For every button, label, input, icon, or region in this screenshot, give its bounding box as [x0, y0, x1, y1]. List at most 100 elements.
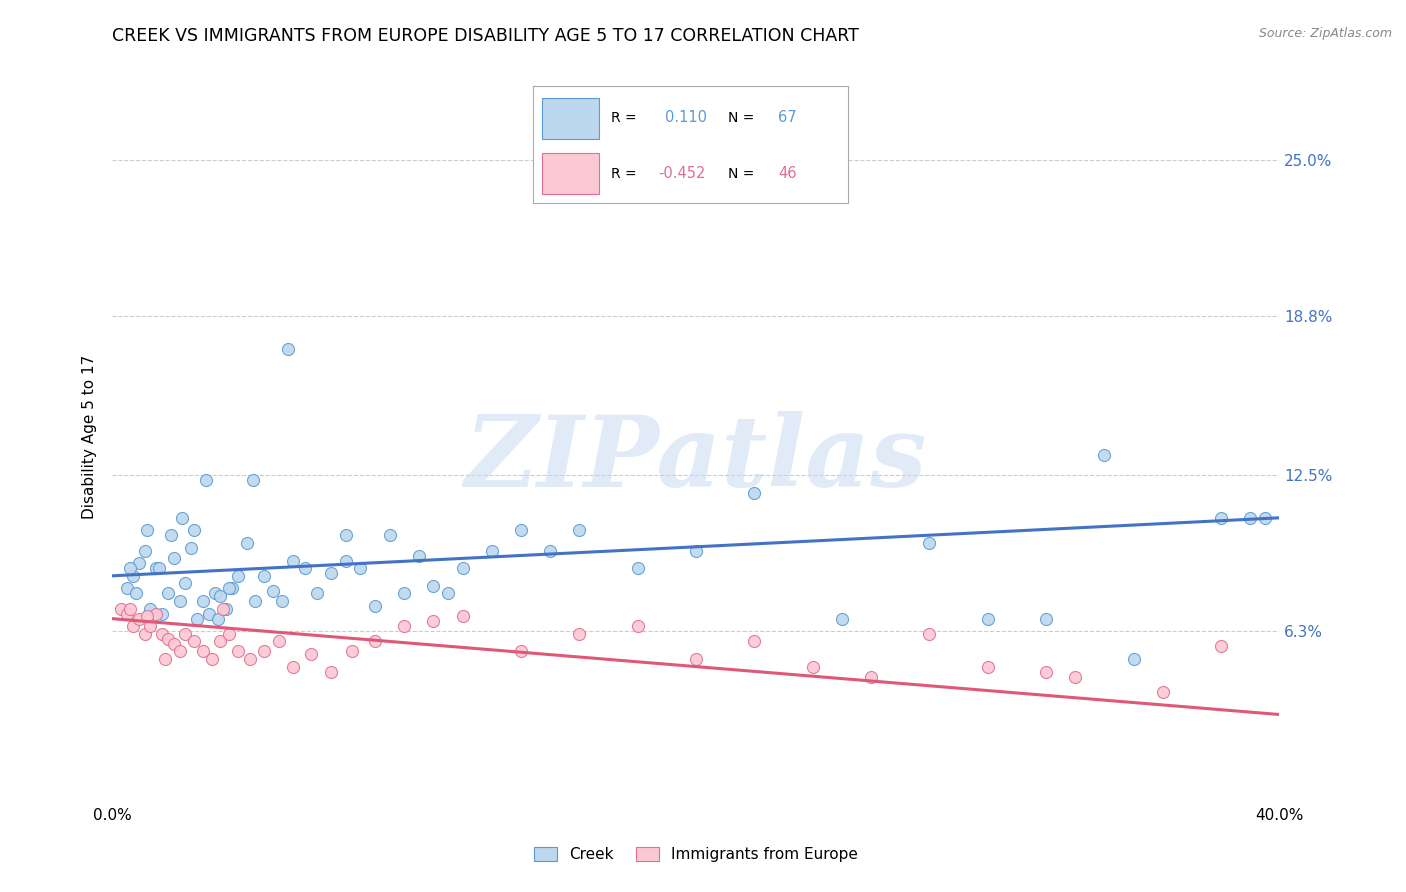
Point	[538, 543, 561, 558]
Point	[218, 627, 240, 641]
Point	[134, 627, 156, 641]
Point	[364, 599, 387, 613]
Point	[1209, 510, 1232, 524]
Point	[627, 561, 650, 575]
Text: Source: ZipAtlas.com: Source: ZipAtlas.com	[1258, 27, 1392, 40]
Point	[204, 586, 226, 600]
Point	[364, 634, 387, 648]
Point	[136, 609, 159, 624]
Point	[451, 609, 474, 624]
Point	[253, 569, 276, 583]
Point	[283, 659, 305, 673]
Point	[340, 644, 363, 658]
Point	[437, 586, 460, 600]
Point	[294, 561, 316, 575]
Point	[115, 582, 138, 596]
Point	[194, 473, 217, 487]
Point	[1254, 510, 1277, 524]
Point	[125, 586, 148, 600]
Point	[136, 524, 159, 538]
Point	[321, 566, 343, 581]
Point	[1064, 670, 1087, 684]
Point	[1094, 448, 1116, 462]
Point	[115, 607, 138, 621]
Point	[451, 561, 474, 575]
Point	[481, 543, 503, 558]
Point	[209, 589, 232, 603]
Point	[150, 627, 173, 641]
Point	[174, 576, 197, 591]
Point	[172, 510, 194, 524]
Point	[422, 614, 444, 628]
Point	[568, 524, 591, 538]
Point	[207, 612, 229, 626]
Point	[253, 644, 276, 658]
Point	[183, 634, 205, 648]
Point	[226, 644, 249, 658]
Point	[1239, 510, 1261, 524]
Point	[150, 607, 173, 621]
Point	[122, 619, 145, 633]
Point	[394, 586, 416, 600]
Point	[169, 594, 191, 608]
Point	[156, 632, 179, 646]
Point	[212, 601, 235, 615]
Point	[378, 528, 401, 542]
Point	[349, 561, 371, 575]
Point	[139, 619, 162, 633]
Point	[685, 543, 707, 558]
Point	[128, 612, 150, 626]
Point	[145, 561, 167, 575]
Point	[801, 659, 824, 673]
Point	[245, 594, 267, 608]
Point	[153, 652, 176, 666]
Point	[242, 473, 264, 487]
Text: CREEK VS IMMIGRANTS FROM EUROPE DISABILITY AGE 5 TO 17 CORRELATION CHART: CREEK VS IMMIGRANTS FROM EUROPE DISABILI…	[112, 27, 859, 45]
Text: ZIPatlas: ZIPatlas	[465, 411, 927, 508]
Legend: Creek, Immigrants from Europe: Creek, Immigrants from Europe	[527, 841, 865, 868]
Point	[283, 554, 305, 568]
Point	[305, 586, 328, 600]
Point	[235, 536, 257, 550]
Point	[276, 342, 298, 356]
Point	[215, 601, 238, 615]
Point	[209, 634, 232, 648]
Point	[509, 524, 531, 538]
Point	[163, 551, 186, 566]
Point	[976, 612, 998, 626]
Point	[174, 627, 197, 641]
Point	[685, 652, 707, 666]
Point	[118, 601, 141, 615]
Point	[221, 582, 243, 596]
Point	[191, 644, 214, 658]
Point	[239, 652, 262, 666]
Point	[1035, 612, 1057, 626]
Point	[197, 607, 219, 621]
Point	[267, 634, 290, 648]
Point	[201, 652, 224, 666]
Point	[335, 528, 357, 542]
Point	[163, 637, 186, 651]
Point	[335, 554, 357, 568]
Point	[110, 601, 132, 615]
Point	[218, 582, 240, 596]
Point	[118, 561, 141, 575]
Point	[321, 665, 343, 679]
Point	[918, 536, 941, 550]
Point	[148, 561, 170, 575]
Point	[160, 528, 183, 542]
Point	[122, 569, 145, 583]
Point	[270, 594, 292, 608]
Point	[183, 524, 205, 538]
Point	[169, 644, 191, 658]
Point	[860, 670, 883, 684]
Point	[1209, 640, 1232, 654]
Point	[262, 583, 284, 598]
Point	[1122, 652, 1144, 666]
Point	[128, 556, 150, 570]
Point	[509, 644, 531, 658]
Point	[145, 607, 167, 621]
Y-axis label: Disability Age 5 to 17: Disability Age 5 to 17	[82, 355, 97, 519]
Point	[918, 627, 941, 641]
Point	[1152, 685, 1174, 699]
